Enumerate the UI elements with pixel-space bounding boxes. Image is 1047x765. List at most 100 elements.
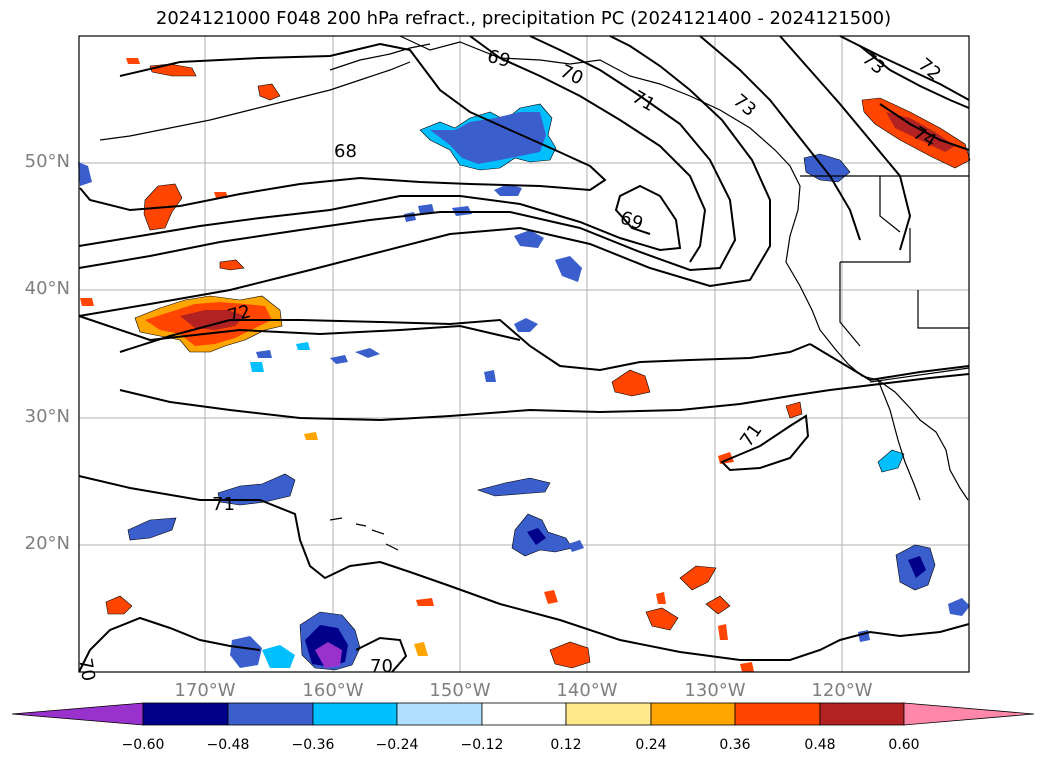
colorbar-tick-label: 0.60 <box>888 737 920 753</box>
lat-label: 40°N <box>24 278 70 299</box>
negative-precip-areas <box>78 103 970 671</box>
precip-blob <box>877 449 905 473</box>
precip-blob <box>149 63 197 77</box>
precip-blob <box>514 230 544 248</box>
contour-label: 69 <box>485 46 513 72</box>
precip-blob <box>476 477 551 497</box>
contour-label: 73 <box>729 90 760 121</box>
positive-precip-areas <box>80 58 971 672</box>
precip-blob <box>908 556 926 578</box>
precip-blob <box>180 310 245 330</box>
precip-blob <box>527 528 546 545</box>
precip-blob <box>217 473 296 506</box>
baja-coast <box>877 379 921 501</box>
contour-71-south <box>119 373 970 422</box>
precip-blob <box>126 58 140 64</box>
colorbar-tick-label: 0.12 <box>550 737 582 753</box>
lat-label: 30°N <box>24 406 70 427</box>
contour-label: 73 <box>858 48 889 79</box>
colorbar-tick-label: 0.48 <box>804 737 836 753</box>
colorbar-bin <box>312 702 398 726</box>
colorbar-tick-label: −0.48 <box>206 737 250 753</box>
precip-blob <box>718 624 728 640</box>
colorbar-bin <box>396 702 483 726</box>
contour-69 <box>78 184 682 252</box>
lat-label: 50°N <box>24 151 70 172</box>
precip-blob <box>257 83 281 101</box>
precip-blob <box>430 112 546 164</box>
precip-blob <box>785 401 803 419</box>
colorbar-extend-low <box>11 702 144 726</box>
aleutian-chain <box>99 61 411 141</box>
colorbar-tick-label: −0.36 <box>291 737 335 753</box>
colorbar-bin <box>481 702 567 726</box>
precip-blob <box>355 348 380 358</box>
contour-71-lower <box>119 318 811 372</box>
colorbar-extend-high <box>903 702 1035 726</box>
contour-70-bottom <box>355 636 408 673</box>
contour-74 <box>879 103 970 151</box>
colorbar-bin <box>565 702 652 726</box>
precip-blob <box>544 590 558 604</box>
precip-blob <box>886 112 955 152</box>
colorbar-bin <box>650 702 736 726</box>
state-border <box>840 228 911 263</box>
precip-blob <box>80 298 94 306</box>
contour-label: 70 <box>370 656 393 677</box>
precip-blob <box>127 517 177 541</box>
contour-72-upper <box>779 35 912 251</box>
precip-blob <box>803 153 851 183</box>
colorbar-tick-label: 0.24 <box>635 737 667 753</box>
precip-blob <box>105 595 133 615</box>
precip-blob <box>645 607 679 631</box>
contour-71-closed <box>720 414 810 472</box>
precip-blob <box>315 642 342 668</box>
precip-blob <box>404 212 416 222</box>
precip-blob <box>679 565 717 591</box>
contour-69-north <box>469 35 707 263</box>
contour-70-south <box>78 475 970 661</box>
lon-label: 140°W <box>556 680 618 701</box>
precip-blob <box>484 370 496 382</box>
lon-label: 170°W <box>174 680 236 701</box>
precipitation-fill <box>78 58 971 672</box>
colorbar-tick-label: 0.36 <box>719 737 751 753</box>
lat-label: 20°N <box>24 533 70 554</box>
colorbar-tick-label: −0.12 <box>460 737 504 753</box>
precip-blob <box>416 598 434 606</box>
precip-blob <box>514 318 538 332</box>
contour-68 <box>79 42 607 212</box>
lon-label: 150°W <box>429 680 491 701</box>
precip-blob <box>296 342 310 350</box>
contour-label: 70 <box>74 657 99 683</box>
contour-70 <box>78 35 737 272</box>
contour-label: 71 <box>212 494 235 515</box>
map-frame <box>78 35 970 673</box>
contour-72 <box>78 315 970 382</box>
precip-blob <box>494 184 522 196</box>
precip-blob <box>219 259 245 271</box>
lon-label: 160°W <box>302 680 364 701</box>
precip-blob <box>262 645 295 668</box>
contour-70-sw <box>78 616 261 673</box>
precip-blob <box>256 350 272 358</box>
precip-blob <box>568 540 584 552</box>
precip-blob <box>555 256 582 282</box>
contour-73 <box>699 35 861 241</box>
contour-label: 68 <box>334 141 357 162</box>
north-america-coast <box>399 35 969 501</box>
precip-blob <box>250 362 264 372</box>
lon-label: 120°W <box>811 680 873 701</box>
contour-label: 70 <box>557 61 587 90</box>
colorbar-bin <box>734 702 821 726</box>
precip-blob <box>705 595 731 615</box>
colorbar-bin <box>227 702 314 726</box>
precip-blob <box>330 355 348 364</box>
contour-68-inner <box>110 98 240 130</box>
contour-71 <box>78 35 771 317</box>
precip-blob <box>611 369 651 397</box>
colorbar-bin <box>142 702 229 726</box>
refractivity-contours <box>78 35 970 673</box>
state-border <box>879 176 901 233</box>
colorbar <box>11 702 1035 726</box>
